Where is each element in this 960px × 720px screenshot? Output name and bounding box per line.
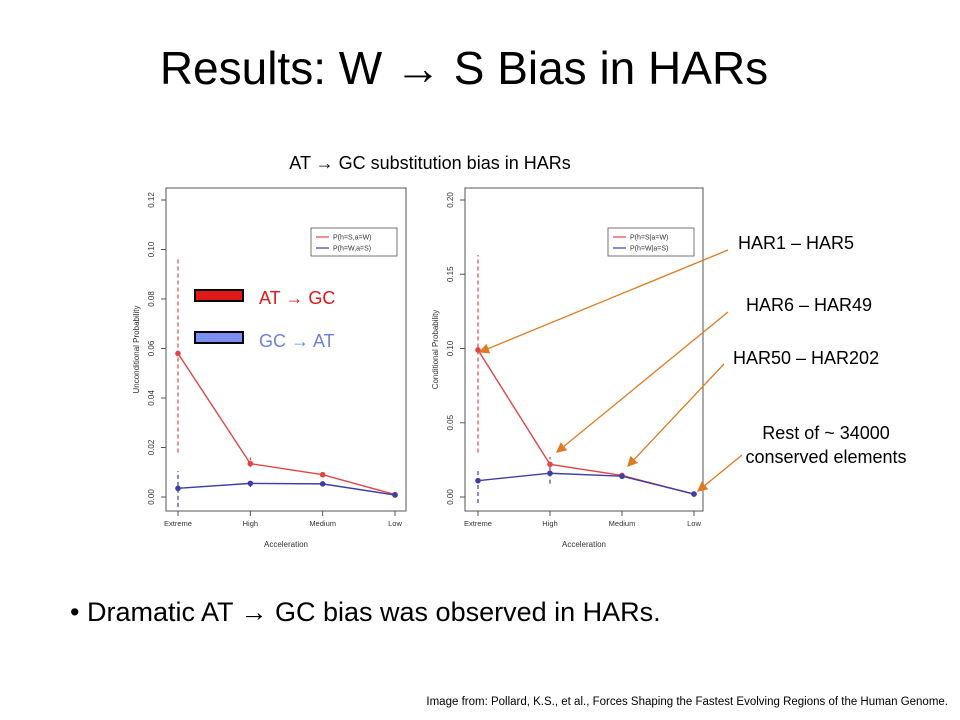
data-point (392, 492, 398, 498)
annotation-har50-har202: HAR50 – HAR202 (733, 348, 880, 368)
x-axis-label: Acceleration (264, 540, 308, 549)
chart-legend (310, 227, 398, 257)
x-tick-label: Medium (609, 519, 636, 528)
y-tick-label: 0.02 (147, 439, 156, 455)
chart-caption: AT → GC substitution bias in HARs (289, 153, 571, 173)
y-tick-label: 0.20 (446, 192, 455, 208)
y-tick-label: 0.05 (446, 414, 455, 430)
annotation-har1-har5: HAR1 – HAR5 (738, 233, 855, 253)
legend-entry: P(h=W|a=S) (630, 246, 668, 253)
annotation-arrow (555, 311, 729, 453)
chart-1: 0.00 0.02 0.04 0.06 0.08 0.10 0.12 Unconditiona… (132, 187, 407, 549)
series-line (177, 353, 396, 496)
data-point (547, 470, 553, 477)
annotation-arrow (696, 454, 743, 492)
series-line (477, 472, 695, 495)
chart-legend (607, 227, 695, 257)
legend-label-gc-at: GC → AT (259, 331, 335, 351)
x-tick-label: High (542, 519, 557, 528)
bullet-text: Dramatic AT → GC bias was observed in HA… (86, 597, 661, 627)
y-tick-label: 0.10 (446, 340, 455, 356)
data-point (691, 491, 697, 497)
y-tick-label: 0.08 (147, 291, 156, 307)
plot-frame (165, 187, 407, 512)
chart-2: 0.00 0.05 0.10 0.15 0.20 Conditional Probabil… (431, 187, 704, 549)
x-tick-label: Extreme (164, 519, 192, 528)
series-blue (475, 467, 697, 503)
y-tick-label: 0.00 (446, 489, 455, 505)
legend-entry: P(h=W,a=S) (333, 246, 371, 253)
data-point (475, 477, 481, 484)
annotation-har6-har49: HAR6 – HAR49 (746, 295, 873, 315)
legend-swatch-at-gc (194, 289, 244, 302)
y-tick-label: 0.12 (147, 192, 156, 208)
data-point (319, 471, 326, 478)
legend-label-at-gc: AT → GC (259, 288, 336, 308)
legend-swatch-gc-at (194, 331, 244, 344)
data-point (175, 350, 181, 357)
y-tick-label: 0.06 (147, 340, 156, 356)
x-tick-label: High (243, 519, 258, 528)
series-red (475, 254, 697, 497)
y-axis-label: Conditional Probability (431, 310, 440, 390)
y-tick-label: 0.10 (147, 241, 156, 257)
annotation-arrow (627, 363, 725, 467)
series-line (177, 482, 396, 496)
series-blue (175, 471, 398, 507)
series-line (477, 349, 695, 495)
data-point (319, 481, 326, 487)
annotation-rest-conserved: Rest of ~ 34000 conserved elements (745, 423, 907, 467)
annotation-arrow (478, 249, 729, 354)
plot-frame (464, 187, 704, 512)
data-point (247, 480, 254, 487)
x-axis-label: Acceleration (562, 540, 606, 549)
x-tick-label: Medium (309, 519, 336, 528)
legend-entry: P(h=S|a=W) (630, 235, 668, 242)
slide-title: Results: W → S Bias in HARs (159, 42, 769, 94)
x-tick-label: Low (388, 519, 402, 528)
data-point (619, 473, 625, 480)
data-point (475, 347, 481, 353)
y-tick-label: 0.00 (147, 489, 156, 505)
data-point (175, 485, 181, 492)
y-axis-label: Unconditional Probability (132, 305, 141, 393)
data-point (247, 460, 254, 467)
bullet-point: • Dramatic AT → GC bias was observed in … (70, 592, 661, 632)
y-tick-label: 0.15 (446, 266, 455, 282)
x-tick-label: Extreme (464, 519, 492, 528)
legend-entry: P(h=S,a=W) (333, 235, 372, 242)
data-point (547, 461, 553, 468)
source-citation: Image from: Pollard, K.S., et al., Force… (426, 696, 948, 708)
y-tick-label: 0.04 (147, 390, 156, 406)
x-tick-label: Low (687, 519, 701, 528)
bullet-marker: • (70, 597, 80, 627)
